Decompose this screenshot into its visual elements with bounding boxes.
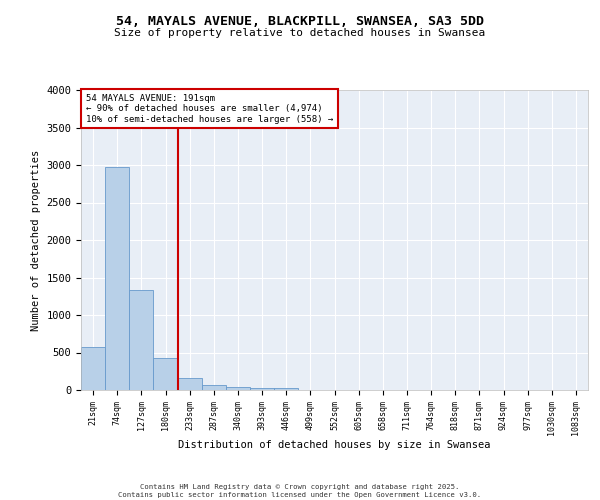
- Text: 54 MAYALS AVENUE: 191sqm
← 90% of detached houses are smaller (4,974)
10% of sem: 54 MAYALS AVENUE: 191sqm ← 90% of detach…: [86, 94, 333, 124]
- Y-axis label: Number of detached properties: Number of detached properties: [31, 150, 41, 330]
- Bar: [202, 385, 226, 390]
- Bar: [81, 346, 105, 390]
- Bar: [226, 387, 250, 390]
- Bar: [250, 388, 274, 390]
- Bar: [274, 388, 298, 390]
- X-axis label: Distribution of detached houses by size in Swansea: Distribution of detached houses by size …: [178, 440, 491, 450]
- Text: Contains HM Land Registry data © Crown copyright and database right 2025.
Contai: Contains HM Land Registry data © Crown c…: [118, 484, 482, 498]
- Bar: [154, 358, 178, 390]
- Bar: [105, 167, 129, 390]
- Bar: [178, 378, 202, 390]
- Text: Size of property relative to detached houses in Swansea: Size of property relative to detached ho…: [115, 28, 485, 38]
- Text: 54, MAYALS AVENUE, BLACKPILL, SWANSEA, SA3 5DD: 54, MAYALS AVENUE, BLACKPILL, SWANSEA, S…: [116, 15, 484, 28]
- Bar: [129, 290, 154, 390]
